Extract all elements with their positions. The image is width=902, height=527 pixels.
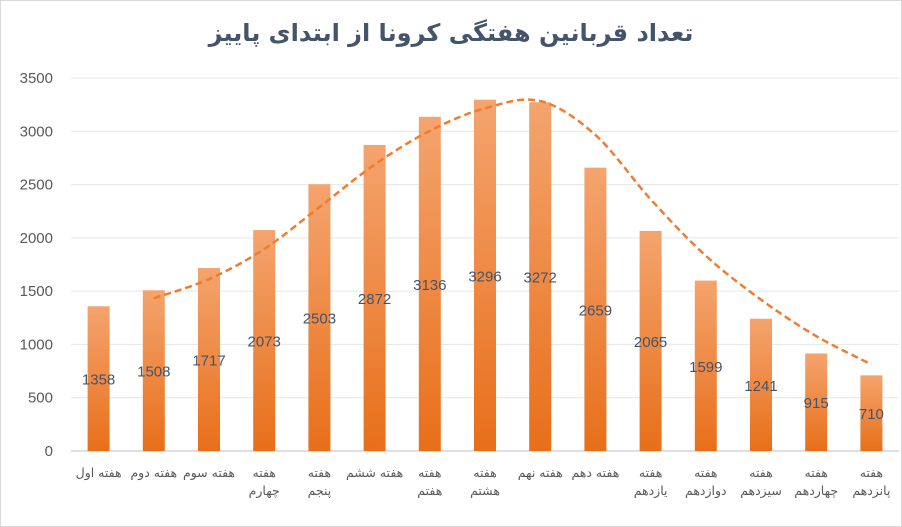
data-label: 1599: [689, 359, 722, 376]
y-tick-label: 2500: [20, 177, 53, 194]
x-tick-label-line: هفته: [749, 465, 772, 480]
data-label: 2659: [579, 302, 612, 319]
data-label: 2065: [634, 334, 667, 351]
x-tick-label-line: هفته: [418, 465, 441, 480]
x-tick-label: هفته سوم: [183, 465, 235, 481]
y-tick-label: 500: [28, 390, 53, 407]
x-tick-label-line: هفته: [860, 465, 883, 480]
x-tick-label-line: هفته: [694, 465, 717, 480]
data-label: 2872: [358, 291, 391, 308]
bar: [363, 144, 386, 451]
x-tick-label: هفته پانزدهم: [852, 465, 891, 499]
x-tick-label: هفته دوازدهم: [685, 465, 727, 499]
bar: [860, 375, 883, 451]
y-tick-label: 3000: [20, 123, 53, 140]
bar: [584, 167, 607, 451]
x-tick-label: هفته پنجم: [308, 465, 332, 499]
data-label: 2073: [248, 334, 281, 351]
x-tick-label: هفته دوم: [130, 465, 177, 481]
data-label: 3136: [413, 277, 446, 294]
bar: [639, 230, 662, 451]
x-tick-label-line: هفتم: [417, 483, 442, 499]
bar: [198, 268, 220, 451]
bar: [694, 280, 717, 451]
bar: [87, 306, 110, 451]
x-tick-label-line: چهارم: [249, 483, 280, 499]
chart-title: تعداد قربانین هفتگی کرونا از ابتدای پایی…: [208, 19, 694, 47]
bar: [805, 353, 828, 451]
x-tick-label: هفته ششم: [346, 465, 403, 481]
data-label: 1241: [744, 378, 777, 395]
x-tick-label: هفته نهم: [518, 465, 563, 481]
x-tick-label: هفته هشتم: [470, 465, 500, 499]
data-label: 3272: [524, 270, 557, 287]
x-tick-label: هفته یازدهم: [634, 465, 668, 499]
data-label: 1717: [192, 353, 225, 370]
x-tick-label-line: هفته: [308, 465, 331, 480]
x-tick-label-line: هفته: [639, 465, 662, 480]
y-tick-label: 1000: [20, 336, 53, 353]
x-tick-label-line: پنجم: [308, 483, 332, 499]
x-tick-label-line: چهاردهم: [794, 483, 838, 499]
x-tick-label: هفته سیزدهم: [740, 465, 782, 499]
x-tick-label: هفته چهاردهم: [794, 465, 838, 499]
bar: [529, 102, 552, 452]
data-label: 710: [859, 406, 884, 423]
x-tick-label-line: سیزدهم: [740, 483, 782, 499]
x-tick-label-line: هفته: [253, 465, 276, 480]
x-tick-label: هفته چهارم: [249, 465, 280, 499]
bar: [142, 290, 165, 451]
x-tick-label-line: پانزدهم: [852, 483, 891, 499]
y-tick-label: 1500: [20, 283, 53, 300]
bar: [418, 116, 441, 452]
y-tick-label: 0: [45, 443, 53, 460]
bar: [750, 318, 772, 451]
x-tick-label-line: یازدهم: [634, 483, 668, 499]
y-tick-label: 3500: [20, 70, 53, 87]
bar: [308, 184, 331, 451]
bar: [474, 99, 496, 451]
x-tick-label: هفته اول: [76, 465, 122, 481]
x-tick-label: هفته دهم: [571, 465, 619, 481]
x-tick-label: هفته هفتم: [417, 465, 442, 499]
data-label: 915: [804, 395, 829, 412]
bar: [253, 230, 276, 451]
y-tick-label: 2000: [20, 230, 53, 247]
data-label: 1358: [82, 372, 115, 389]
x-tick-label-line: هفته: [805, 465, 828, 480]
x-tick-label-line: دوازدهم: [685, 483, 727, 499]
data-label: 3296: [468, 268, 501, 285]
data-label: 2503: [303, 311, 336, 328]
data-label: 1508: [137, 364, 170, 381]
x-tick-label-line: هفته: [473, 465, 496, 480]
x-tick-label-line: هشتم: [470, 483, 500, 499]
moving-average-trendline: [153, 98, 872, 366]
